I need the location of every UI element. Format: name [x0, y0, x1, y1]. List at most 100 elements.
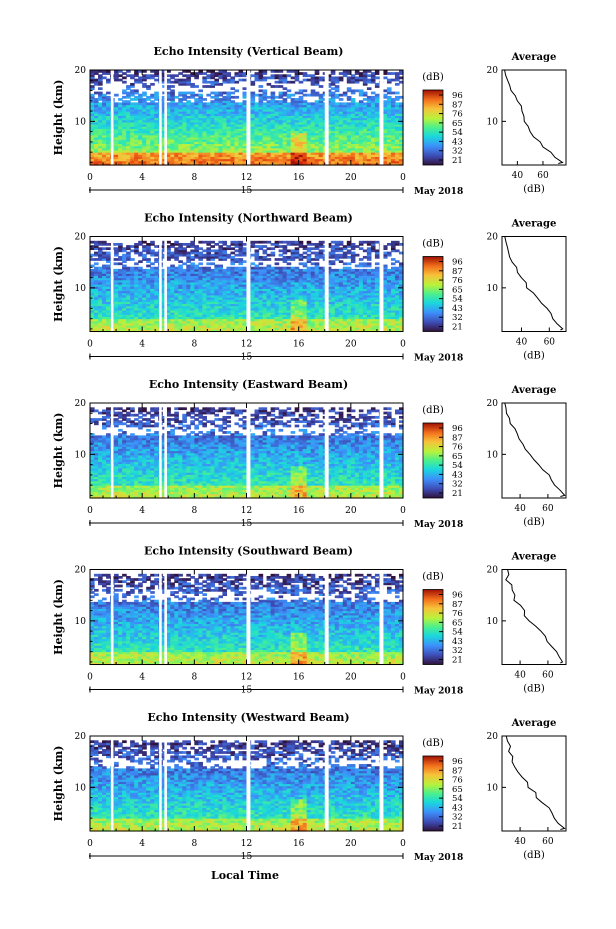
- heatmap-cell: [138, 307, 143, 311]
- heatmap-cell: [222, 106, 228, 110]
- heatmap-cell: [314, 299, 320, 302]
- heatmap-cell: [210, 115, 215, 119]
- heatmap-cell: [278, 115, 284, 119]
- heatmap-cell: [330, 91, 336, 95]
- heatmap-cell: [178, 130, 183, 134]
- heatmap-cell: [142, 303, 147, 307]
- heatmap-cell: [134, 128, 139, 132]
- heatmap-cell: [318, 322, 324, 326]
- heatmap-cell: [170, 106, 175, 110]
- heatmap-cell: [230, 78, 236, 82]
- heatmap-cell: [138, 299, 143, 302]
- heatmap-cell: [154, 130, 159, 134]
- heatmap-cell: [374, 141, 380, 145]
- heatmap-cell: [366, 327, 372, 330]
- heatmap-cell: [342, 322, 348, 326]
- heatmap-cell: [258, 309, 264, 313]
- heatmap-cell: [374, 160, 380, 164]
- heatmap-cell: [130, 136, 135, 140]
- heatmap-cell: [394, 132, 400, 136]
- heatmap-cell: [98, 160, 103, 164]
- heatmap-cell: [346, 111, 352, 114]
- heatmap-cell: [170, 104, 175, 108]
- heatmap-cell: [234, 309, 240, 313]
- heatmap-cell: [366, 80, 372, 84]
- heatmap-cell: [314, 76, 320, 80]
- heatmap-cell: [242, 327, 248, 330]
- heatmap-cell: [230, 104, 236, 108]
- heatmap-cell: [98, 119, 103, 123]
- heatmap-cell: [274, 154, 280, 157]
- heatmap-cell: [174, 329, 179, 333]
- heatmap-cell: [270, 91, 276, 95]
- heatmap-cell: [334, 141, 340, 145]
- heatmap-cell: [386, 91, 392, 95]
- heatmap-cell: [326, 156, 332, 160]
- heatmap-cell: [190, 299, 195, 302]
- heatmap-cell: [234, 80, 240, 84]
- heatmap-cell: [398, 314, 404, 317]
- heatmap-cell: [350, 104, 356, 108]
- heatmap-cell: [262, 95, 268, 99]
- heatmap-cell: [238, 115, 244, 119]
- heatmap-cell: [274, 115, 280, 119]
- heatmap-cell: [266, 100, 272, 103]
- heatmap-cell: [290, 307, 296, 311]
- heatmap-cell: [98, 307, 103, 311]
- heatmap-cell: [170, 320, 175, 324]
- heatmap-cell: [166, 299, 171, 302]
- heatmap-cell: [318, 132, 324, 136]
- heatmap-cell: [178, 296, 183, 300]
- heatmap-cell: [210, 126, 215, 129]
- heatmap-cell: [222, 117, 228, 121]
- heatmap-cell: [198, 325, 203, 328]
- heatmap-cell: [358, 316, 364, 320]
- heatmap-cell: [390, 100, 396, 103]
- heatmap-cell: [258, 111, 264, 114]
- heatmap-cell: [386, 102, 392, 106]
- heatmap-cell: [350, 123, 356, 127]
- heatmap-cell: [218, 307, 224, 311]
- heatmap-cell: [146, 299, 151, 302]
- heatmap-cell: [342, 113, 348, 116]
- heatmap-cell: [106, 305, 111, 309]
- heatmap-cell: [282, 294, 288, 298]
- heatmap-cell: [170, 100, 175, 103]
- heatmap-cell: [190, 72, 195, 75]
- heatmap-cell: [270, 154, 276, 157]
- heatmap-cell: [214, 301, 220, 305]
- heatmap-cell: [150, 309, 155, 313]
- heatmap-cell: [370, 128, 376, 132]
- heatmap-cell: [90, 123, 95, 127]
- heatmap-cell: [90, 111, 95, 114]
- heatmap-cell: [242, 123, 248, 127]
- heatmap-cell: [142, 320, 147, 324]
- heatmap-cell: [274, 128, 280, 132]
- heatmap-cell: [230, 156, 236, 160]
- heatmap-cell: [326, 119, 332, 123]
- heatmap-cell: [182, 316, 187, 320]
- heatmap-cell: [222, 162, 228, 166]
- heatmap-cell: [94, 301, 99, 305]
- heatmap-cell: [286, 74, 292, 78]
- heatmap-cell: [314, 329, 320, 333]
- heatmap-cell: [222, 136, 228, 140]
- heatmap-cell: [154, 106, 159, 110]
- heatmap-cell: [394, 113, 400, 116]
- heatmap-cell: [314, 307, 320, 311]
- heatmap-cell: [314, 314, 320, 317]
- heatmap-cell: [202, 299, 207, 302]
- heatmap-cell: [202, 309, 207, 313]
- heatmap-cell: [126, 145, 131, 149]
- heatmap-cell: [286, 130, 292, 134]
- heatmap-cell: [182, 327, 187, 330]
- heatmap-cell: [278, 312, 284, 315]
- heatmap-cell: [266, 82, 272, 86]
- heatmap-cell: [334, 93, 340, 97]
- heatmap-cell: [242, 316, 248, 320]
- heatmap-cell: [306, 329, 312, 333]
- heatmap-cell: [298, 314, 304, 317]
- heatmap-cell: [274, 147, 280, 151]
- heatmap-cell: [166, 130, 171, 134]
- heatmap-cell: [386, 160, 392, 164]
